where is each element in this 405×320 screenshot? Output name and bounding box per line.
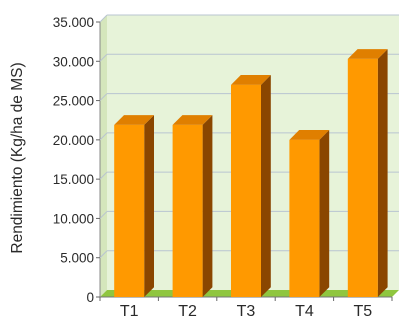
x-tick-label: T3 — [237, 303, 256, 320]
bar-top — [347, 49, 388, 59]
gridline-side — [99, 250, 108, 259]
bar — [289, 130, 330, 297]
bar-front — [289, 139, 320, 297]
y-tick-label: 25.000 — [53, 94, 94, 109]
x-tick-label: T2 — [178, 303, 197, 320]
bar — [347, 49, 388, 297]
gridline-side — [99, 93, 108, 101]
y-tick-label: 15.000 — [53, 172, 94, 187]
bar — [114, 115, 154, 297]
bar-side — [319, 130, 330, 297]
x-tick-labels: T1 T2 T3 T4 T5 — [99, 297, 393, 320]
gridline-side — [99, 132, 108, 141]
y-tick-label: 10.000 — [53, 211, 94, 226]
plot-side-wall — [100, 15, 107, 297]
bar-front — [347, 58, 378, 297]
bars — [114, 49, 388, 297]
gridline-side — [99, 53, 108, 62]
bar-front — [231, 84, 261, 297]
bar-top — [114, 115, 154, 125]
gridline-side — [99, 171, 108, 180]
y-tick-label: 5.000 — [60, 251, 94, 266]
y-tick-label: 35.000 — [53, 15, 94, 30]
bar — [172, 115, 213, 297]
x-tick-label: T4 — [295, 303, 314, 320]
y-tick-label: 20.000 — [53, 133, 94, 148]
bar-side — [202, 115, 213, 297]
y-axis-label: Rendimiento (Kg/ha de MS) — [9, 62, 26, 253]
bar-side — [377, 49, 388, 297]
bar-top — [172, 115, 213, 125]
x-tick-label: T1 — [120, 303, 139, 320]
bar-front — [172, 124, 203, 297]
y-tick-label: 0 — [86, 290, 94, 305]
gridline-side — [99, 211, 108, 219]
bar-top — [289, 130, 330, 140]
y-tick-labels: 0 5.000 10.000 15.000 20.000 25.000 30.000 35.0… — [53, 15, 100, 305]
bar — [231, 75, 271, 297]
bar-side — [261, 75, 271, 297]
bar-front — [114, 124, 145, 297]
bar-side — [144, 115, 154, 297]
x-tick-label: T5 — [353, 303, 372, 320]
gridline-side — [99, 14, 108, 23]
bar-top — [231, 75, 271, 85]
y-tick-label: 30.000 — [53, 54, 94, 69]
